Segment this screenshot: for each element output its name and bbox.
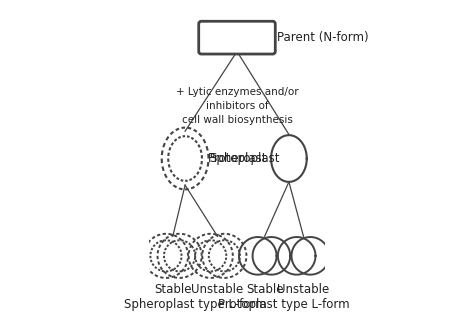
Text: + Lytic enzymes and/or
inhibitors of
cell wall biosynthesis: + Lytic enzymes and/or inhibitors of cel…: [176, 87, 298, 125]
Text: Parent (N-form): Parent (N-form): [277, 31, 368, 44]
FancyBboxPatch shape: [199, 21, 275, 54]
Text: Unstable: Unstable: [191, 283, 244, 296]
Text: Stable: Stable: [246, 283, 283, 296]
Text: Spheroplast type L-form: Spheroplast type L-form: [124, 298, 266, 311]
Text: Stable: Stable: [154, 283, 191, 296]
Text: Protoplast: Protoplast: [208, 152, 267, 165]
Text: Protoplast type L-form: Protoplast type L-form: [218, 298, 350, 311]
Text: Unstable: Unstable: [277, 283, 329, 296]
Text: Spheroplast: Spheroplast: [209, 152, 280, 165]
